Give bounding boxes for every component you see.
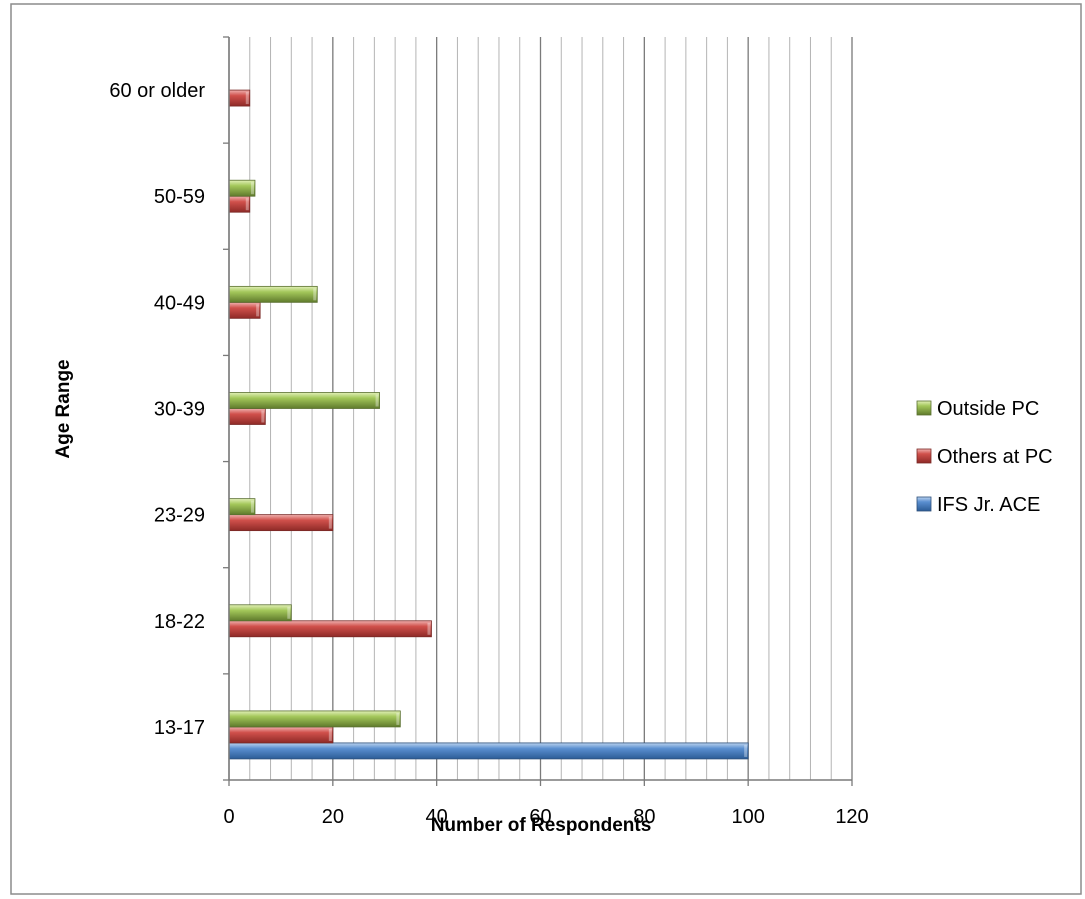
bar-others-at-pc-30-39: [228, 408, 266, 425]
x-tick-label: 80: [633, 806, 655, 828]
x-tick-label: 40: [426, 806, 448, 828]
x-tick-label: 20: [322, 806, 344, 828]
y-tick-label: 60 or older: [109, 80, 205, 102]
bar-others-at-pc-13-17: [228, 726, 334, 744]
legend-swatch: [916, 496, 932, 512]
legend-label: Outside PC: [937, 398, 1039, 420]
bar-bevel: [328, 516, 332, 529]
bar-bevel: [261, 410, 265, 423]
bar-bevel: [328, 728, 332, 741]
bar-bevel: [287, 606, 291, 619]
bar-bevel: [427, 622, 431, 635]
bar-others-at-pc-40-49: [228, 301, 261, 319]
bar-bevel: [744, 744, 748, 757]
y-tick-label: 13-17: [154, 717, 205, 739]
bar-bevel: [313, 288, 317, 301]
bar-bevel: [250, 500, 254, 513]
bar-bevel: [396, 712, 400, 725]
bar-outside-pc-40-49: [228, 285, 318, 303]
x-tick-label: 0: [223, 806, 234, 828]
y-tick-label: 23-29: [154, 505, 205, 527]
bar-bevel: [245, 92, 249, 105]
x-tick-label: 120: [835, 806, 868, 828]
bars: [228, 89, 749, 760]
x-axis-title: Number of Respondents: [431, 815, 652, 836]
bar-ifs-jr-ace-13-17: [228, 742, 749, 760]
bar-others-at-pc-18-22: [228, 620, 432, 638]
legend-label: IFS Jr. ACE: [937, 494, 1040, 516]
bar-bevel: [256, 304, 260, 317]
x-tick-label: 100: [731, 806, 764, 828]
legend: Outside PC Others at PC IFS Jr. ACE: [916, 398, 1053, 516]
legend-swatch: [916, 400, 932, 416]
legend-label: Others at PC: [937, 446, 1053, 468]
y-axis-title: Age Range: [53, 359, 74, 458]
bar-bevel: [375, 394, 379, 407]
bar-outside-pc-30-39: [228, 392, 380, 409]
bar-outside-pc-18-22: [228, 604, 292, 622]
bar-bevel: [250, 182, 254, 195]
bar-bevel: [245, 198, 249, 211]
legend-swatch: [916, 448, 932, 464]
bar-outside-pc-13-17: [228, 710, 401, 728]
y-tick-label: 18-22: [154, 611, 205, 633]
y-tick-label: 50-59: [154, 186, 205, 208]
x-tick-label: 60: [529, 806, 551, 828]
bar-others-at-pc-23-29: [228, 514, 334, 532]
y-tick-label: 40-49: [154, 292, 205, 314]
axes: 0 20 40 60 80 100 120 13-17 18-22 23-29 30-39 40-49…: [109, 36, 869, 828]
y-tick-label: 30-39: [154, 399, 205, 421]
